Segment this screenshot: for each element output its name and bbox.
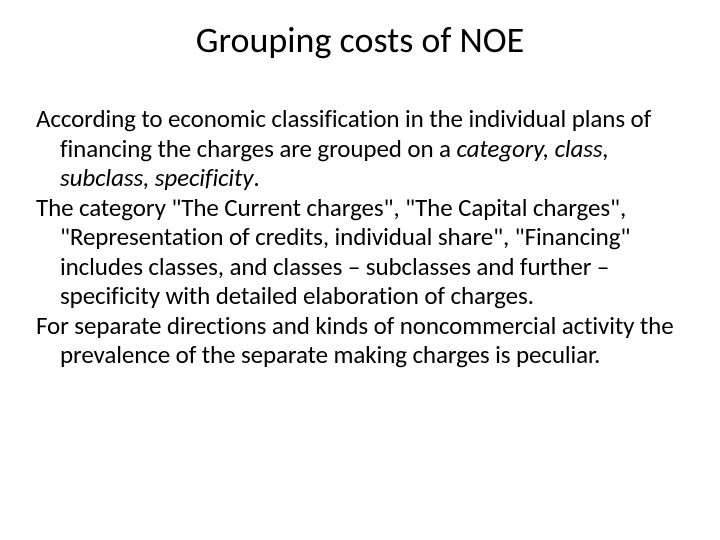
- slide-container: Grouping costs of NOE According to econo…: [0, 0, 720, 540]
- p1-tail-text: .: [253, 162, 259, 193]
- paragraph-3: For separate directions and kinds of non…: [36, 311, 684, 370]
- paragraph-1: According to economic classification in …: [36, 104, 684, 193]
- paragraph-2: The category "The Current charges", "The…: [36, 193, 684, 311]
- slide-body: According to economic classification in …: [36, 104, 684, 370]
- slide-title: Grouping costs of NOE: [36, 18, 684, 62]
